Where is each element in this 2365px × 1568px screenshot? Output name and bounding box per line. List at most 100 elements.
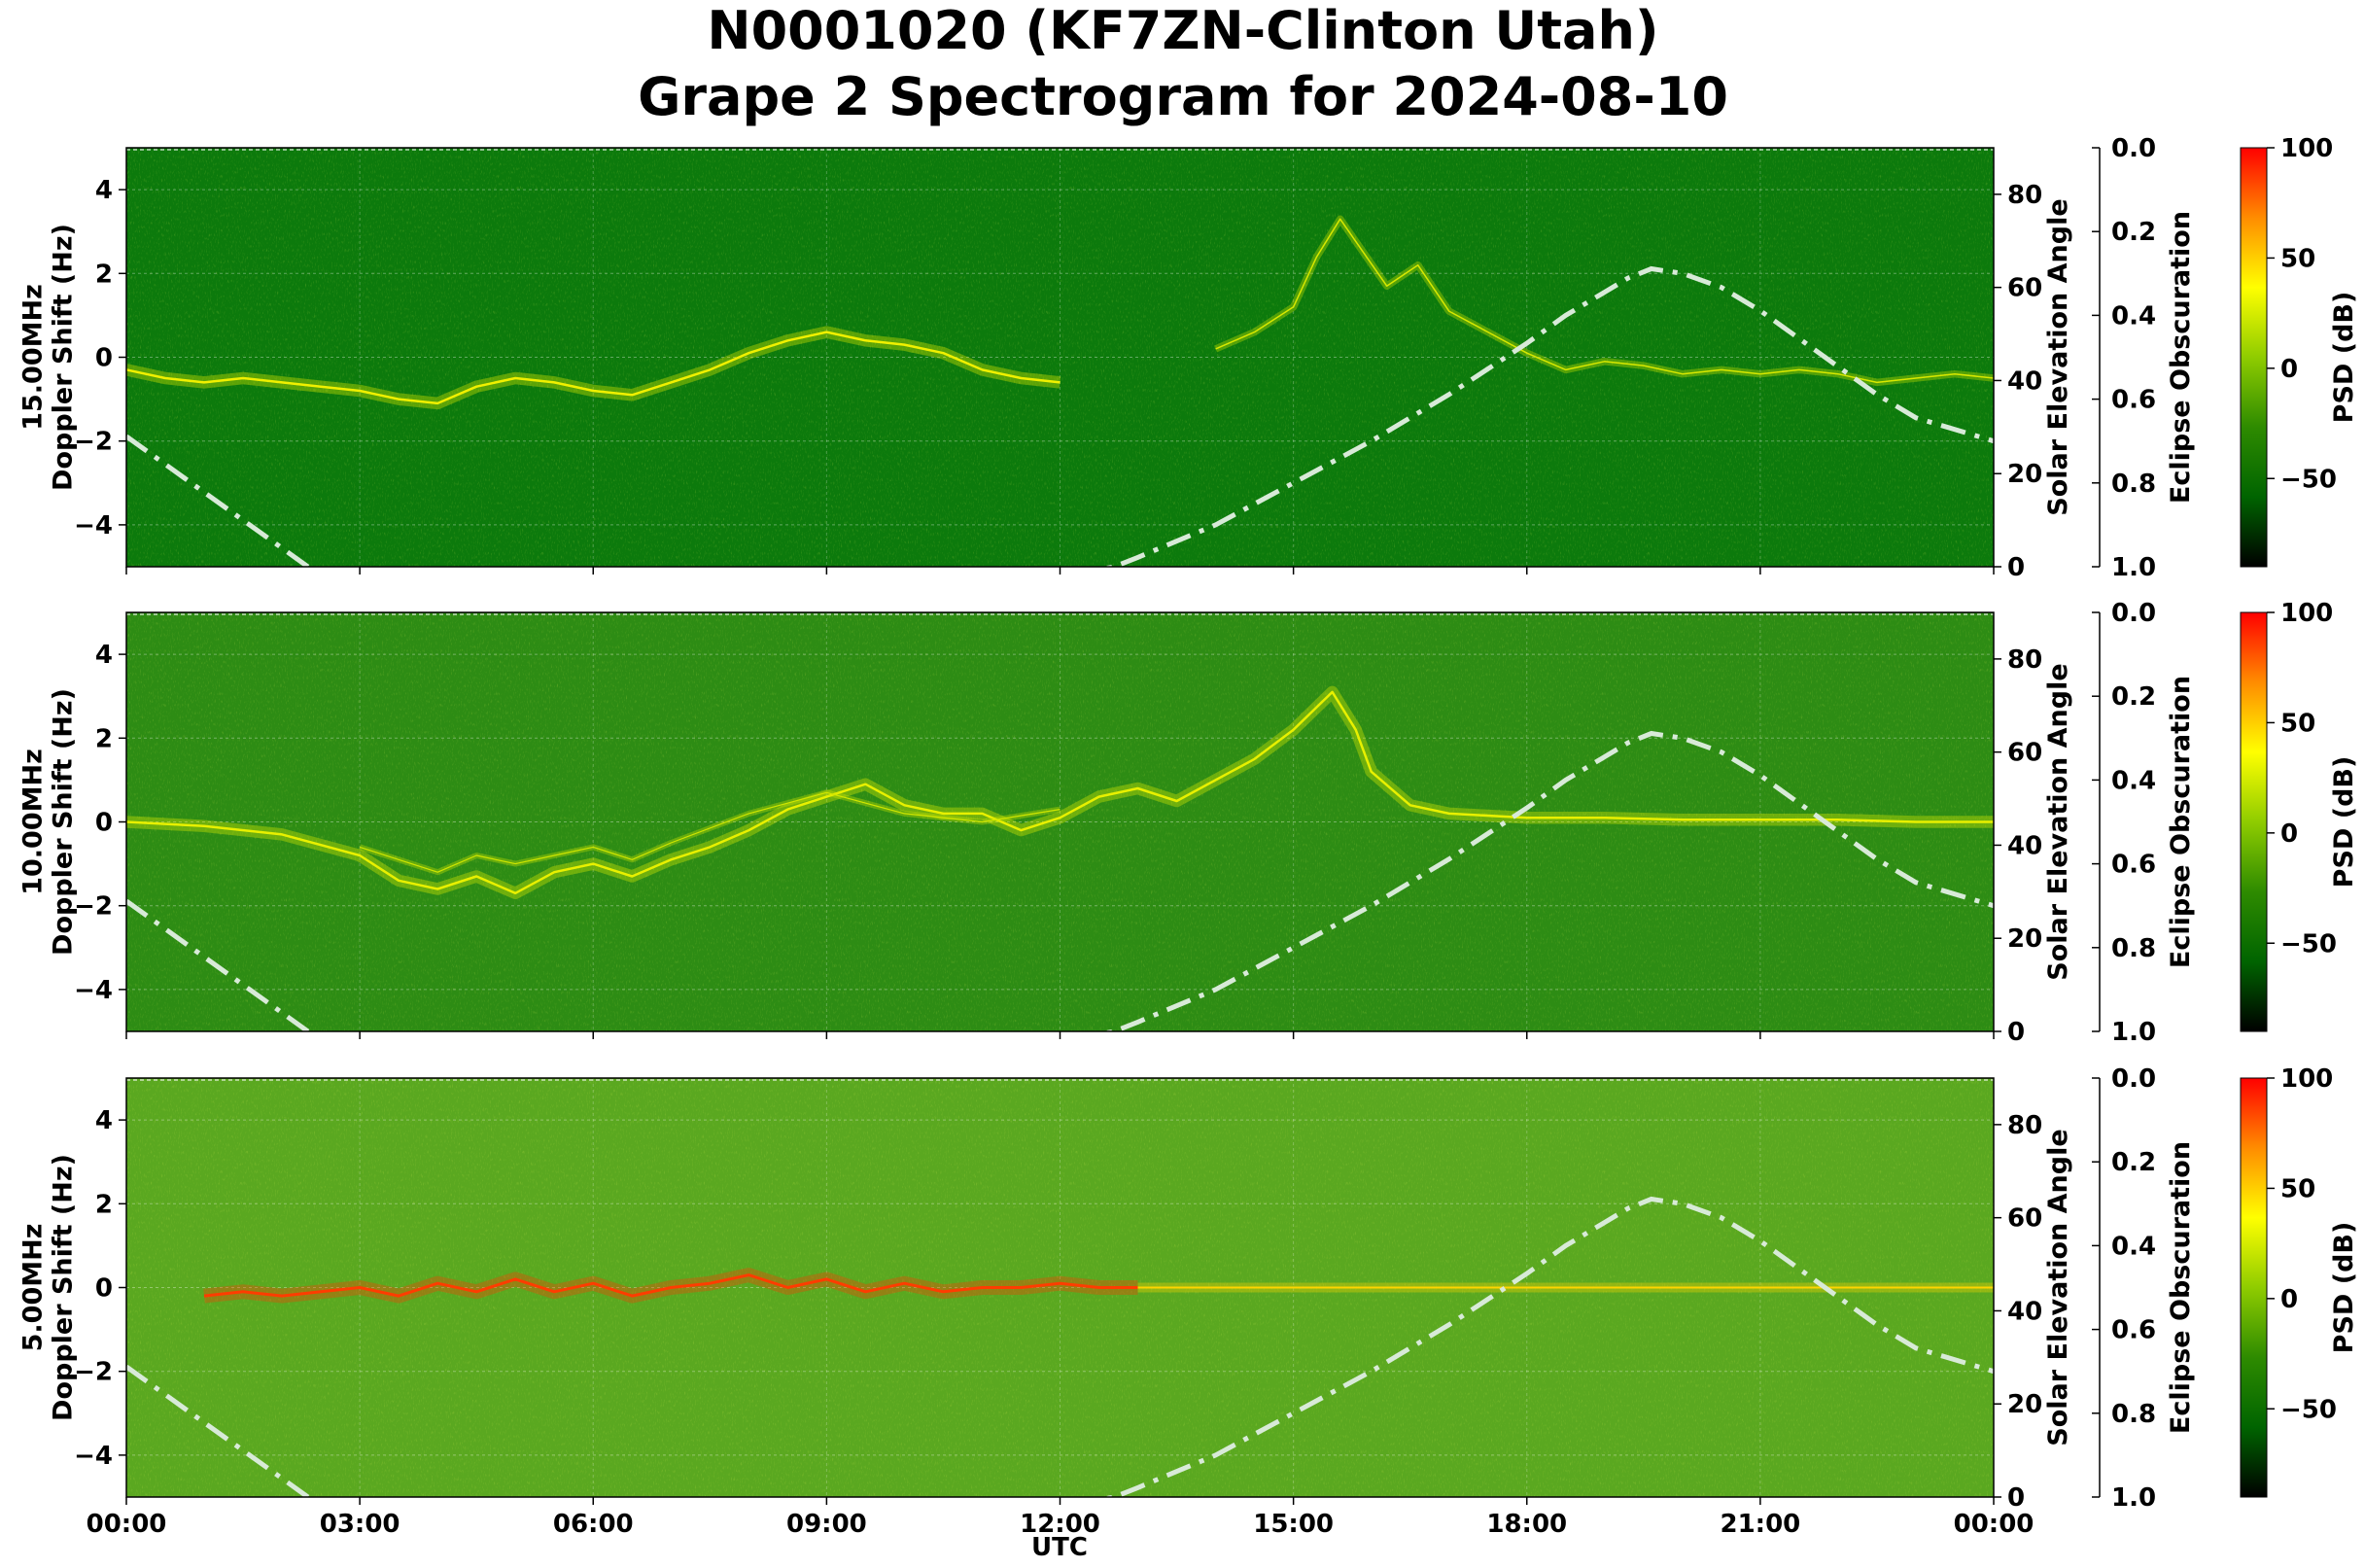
spectrogram-noise (126, 612, 1994, 1031)
obscuration-tick-label: 1.0 (2111, 1018, 2156, 1047)
solar-elevation-curve (126, 730, 1994, 1031)
obscuration-tick-label: 0.8 (2111, 1400, 2156, 1429)
colorbar (2240, 147, 2268, 568)
colorbar-tick-label: 50 (2280, 244, 2315, 273)
elevation-tick-label: 40 (2007, 1297, 2042, 1326)
y-tick-label: 0 (95, 809, 113, 838)
obscuration-axis-label: Eclipse Obscuration (2166, 676, 2196, 968)
y-tick-label: −2 (74, 892, 113, 922)
elevation-tick-label: 60 (2007, 274, 2042, 303)
solar-elevation-curve (126, 1196, 1994, 1497)
obscuration-axis-label: Eclipse Obscuration (2166, 1141, 2196, 1434)
elevation-tick-label: 0 (2007, 553, 2025, 582)
elevation-tick-label: 40 (2007, 831, 2042, 860)
colorbar-tick-label: 100 (2280, 1064, 2333, 1094)
colorbar-tick-label: 0 (2280, 819, 2298, 849)
colorbar-label: PSD (dB) (2329, 756, 2359, 889)
y-tick-label: 0 (95, 344, 113, 373)
y-tick-label: 2 (95, 1190, 113, 1219)
elevation-tick-label: 60 (2007, 739, 2042, 768)
colorbar-tick-label: −50 (2280, 1395, 2337, 1424)
y-tick-label: −4 (74, 976, 113, 1005)
colorbar-tick-label: 100 (2280, 599, 2333, 628)
doppler-trace-0 (203, 1273, 1138, 1298)
doppler-trace-0 (126, 690, 1994, 895)
y-tick-label: −4 (74, 511, 113, 540)
y-tick-label: 2 (95, 260, 113, 289)
colorbar-tick-label: −50 (2280, 465, 2337, 494)
elevation-tick-label: 80 (2007, 1111, 2042, 1140)
y-tick-label: −2 (74, 1358, 113, 1387)
doppler-trace-0 (126, 331, 1061, 405)
colorbar (2240, 1077, 2268, 1498)
figure-title: N0001020 (KF7ZN-Clinton Utah) (707, 0, 1658, 61)
y-tick-label: 4 (95, 1106, 113, 1135)
obscuration-tick-label: 0.0 (2111, 134, 2156, 163)
x-tick-label: 00:00 (1954, 1510, 2035, 1539)
colorbar-label: PSD (dB) (2329, 292, 2359, 424)
elevation-tick-label: 80 (2007, 181, 2042, 210)
panel-10.00MHz: −4 −2 0 2 4 10.00MHzDoppler Shift (Hz) 0 20 40 60… (18, 599, 2359, 1047)
doppler-trace-1 (359, 791, 1061, 873)
y-tick-label: 4 (95, 641, 113, 670)
elevation-tick-label: 40 (2007, 366, 2042, 396)
obscuration-tick-label: 0.8 (2111, 470, 2156, 499)
elevation-tick-label: 60 (2007, 1204, 2042, 1234)
figure-subtitle: Grape 2 Spectrogram for 2024-08-10 (638, 66, 1728, 127)
x-tick-label: 06:00 (553, 1510, 634, 1539)
y-tick-label: 0 (95, 1274, 113, 1304)
obscuration-tick-label: 1.0 (2111, 1483, 2156, 1513)
y-axis-label: 5.00MHzDoppler Shift (Hz) (18, 1154, 79, 1421)
obscuration-tick-label: 0.6 (2111, 1316, 2156, 1345)
colorbar-tick-label: 100 (2280, 134, 2333, 163)
elevation-axis-label: Solar Elevation Angle (2043, 1129, 2073, 1446)
x-axis-label: UTC (1031, 1533, 1088, 1562)
obscuration-tick-label: 0.2 (2111, 1148, 2156, 1177)
obscuration-tick-label: 0.6 (2111, 386, 2156, 415)
solar-elevation-curve (126, 265, 1994, 567)
y-axis-label: 15.00MHzDoppler Shift (Hz) (18, 224, 79, 491)
x-tick-label: 18:00 (1486, 1510, 1567, 1539)
colorbar-tick-label: 50 (2280, 1174, 2315, 1203)
x-tick-label: 00:00 (87, 1510, 167, 1539)
obscuration-tick-label: 0.4 (2111, 301, 2156, 331)
obscuration-tick-label: 1.0 (2111, 553, 2156, 582)
y-tick-label: 2 (95, 724, 113, 753)
elevation-axis-label: Solar Elevation Angle (2043, 663, 2073, 980)
colorbar-tick-label: 50 (2280, 709, 2315, 738)
x-tick-label: 12:00 (1020, 1510, 1100, 1539)
obscuration-tick-label: 0.0 (2111, 1064, 2156, 1094)
elevation-tick-label: 80 (2007, 645, 2042, 675)
obscuration-tick-label: 0.4 (2111, 1232, 2156, 1261)
x-tick-label: 03:00 (320, 1510, 400, 1539)
obscuration-tick-label: 0.8 (2111, 934, 2156, 963)
doppler-trace-1 (1215, 218, 1994, 384)
colorbar-tick-label: 0 (2280, 1285, 2298, 1314)
obscuration-tick-label: 0.6 (2111, 851, 2156, 880)
y-tick-label: −4 (74, 1442, 113, 1471)
obscuration-tick-label: 0.4 (2111, 766, 2156, 795)
y-tick-label: 4 (95, 176, 113, 205)
x-tick-label: 15:00 (1253, 1510, 1334, 1539)
obscuration-tick-label: 0.2 (2111, 218, 2156, 247)
colorbar-tick-label: −50 (2280, 929, 2337, 958)
obscuration-tick-label: 0.0 (2111, 599, 2156, 628)
colorbar (2240, 611, 2268, 1032)
colorbar-label: PSD (dB) (2329, 1222, 2359, 1354)
elevation-tick-label: 20 (2007, 1390, 2042, 1419)
colorbar-tick-label: 0 (2280, 355, 2298, 384)
panel-5.00MHz: −4 −2 0 2 4 5.00MHzDoppler Shift (Hz) 0 20 40 60 8… (18, 1064, 2359, 1539)
y-axis-label: 10.00MHzDoppler Shift (Hz) (18, 688, 79, 956)
elevation-tick-label: 0 (2007, 1483, 2025, 1513)
x-tick-label: 21:00 (1720, 1510, 1800, 1539)
obscuration-axis-label: Eclipse Obscuration (2166, 211, 2196, 504)
elevation-axis-label: Solar Elevation Angle (2043, 198, 2073, 515)
y-tick-label: −2 (74, 428, 113, 457)
elevation-tick-label: 0 (2007, 1018, 2025, 1047)
elevation-tick-label: 20 (2007, 924, 2042, 954)
obscuration-tick-label: 0.2 (2111, 682, 2156, 712)
elevation-tick-label: 20 (2007, 460, 2042, 489)
spectrogram-noise (126, 148, 1994, 567)
